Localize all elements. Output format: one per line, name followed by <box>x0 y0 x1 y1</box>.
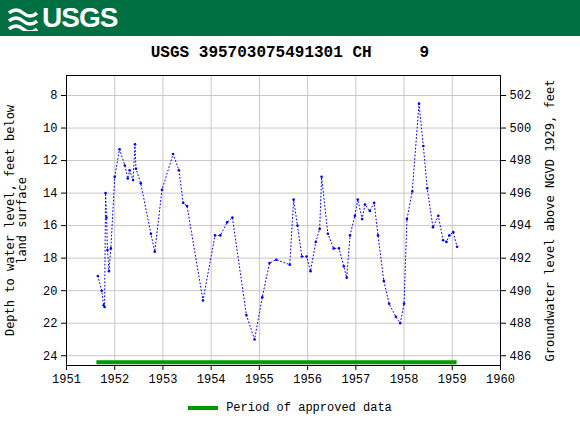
svg-text:1956: 1956 <box>293 373 322 385</box>
svg-text:Depth to water level, feet bel: Depth to water level, feet belowland sur… <box>3 104 29 336</box>
html-text:USGS 395703075491301 CH 9: USGS 395703075491301 CH 9 <box>150 44 430 62</box>
svg-text:1958: 1958 <box>390 373 419 385</box>
svg-text:18: 18 <box>43 252 57 266</box>
svg-text:1952: 1952 <box>100 373 129 385</box>
svg-text:1955: 1955 <box>245 373 274 385</box>
svg-text:490: 490 <box>510 285 532 299</box>
svg-text:496: 496 <box>510 187 532 201</box>
svg-text:488: 488 <box>510 317 532 331</box>
html-text:Period of approved data: Period of approved data <box>226 400 392 415</box>
svg-text:500: 500 <box>510 122 532 136</box>
svg-text:492: 492 <box>510 252 532 266</box>
svg-text:1957: 1957 <box>341 373 370 385</box>
svg-text:8: 8 <box>50 89 57 103</box>
svg-text:10: 10 <box>43 122 57 136</box>
svg-text:16: 16 <box>43 219 57 233</box>
svg-text:22: 22 <box>43 317 57 331</box>
svg-text:1951: 1951 <box>52 373 81 385</box>
svg-text:12: 12 <box>43 154 57 168</box>
svg-text:1953: 1953 <box>149 373 178 385</box>
svg-text:1954: 1954 <box>197 373 226 385</box>
svg-text:486: 486 <box>510 350 532 364</box>
svg-text:14: 14 <box>43 187 57 201</box>
svg-text:498: 498 <box>510 154 532 168</box>
svg-text:1960: 1960 <box>486 373 515 385</box>
svg-text:24: 24 <box>43 350 57 364</box>
html-text:USGS: USGS <box>42 2 118 33</box>
svg-text:502: 502 <box>510 89 532 103</box>
svg-text:Groundwater level above NGVD 1: Groundwater level above NGVD 1929, feet <box>543 80 557 362</box>
svg-text:494: 494 <box>510 219 532 233</box>
svg-text:20: 20 <box>43 285 57 299</box>
svg-text:1959: 1959 <box>438 373 467 385</box>
